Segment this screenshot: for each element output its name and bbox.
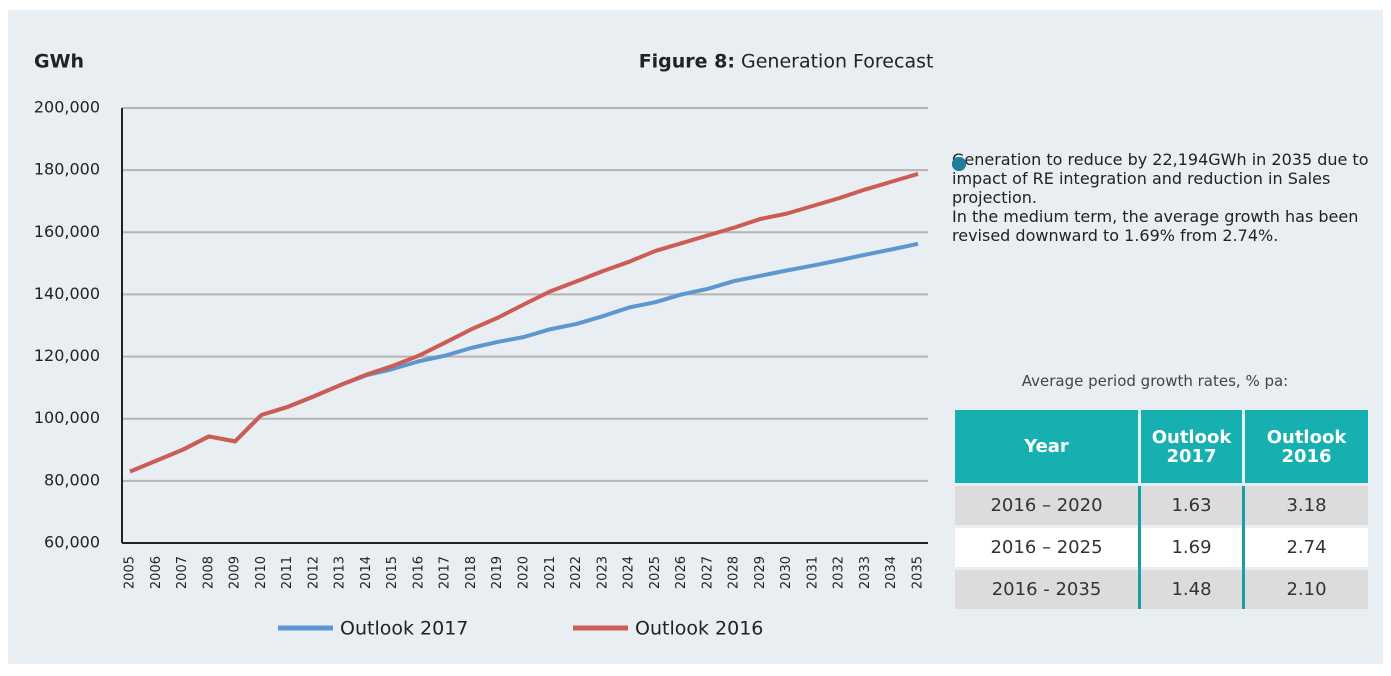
legend-label: Outlook 2016 (635, 618, 763, 640)
x-tick-label: 2026 (674, 556, 689, 589)
chart: GWh Figure 8: Generation Forecast 60,000… (34, 51, 934, 640)
note: Generation to reduce by 22,194GWh in 203… (952, 150, 1369, 207)
header-cell: Outlook 2017 (1138, 410, 1244, 485)
x-tick-label: 2031 (805, 556, 820, 589)
y-tick-label: 180,000 (34, 160, 100, 179)
x-tick-label: 2012 (306, 556, 321, 589)
legend-label: Outlook 2017 (340, 618, 468, 640)
y-tick-label: 60,000 (44, 533, 100, 552)
table-row: 2016 - 2035 1.48 2.10 (955, 567, 1368, 609)
x-tick-label: 2013 (333, 556, 348, 589)
y-tick-label: 160,000 (34, 222, 100, 241)
x-tick-label: 2014 (359, 556, 374, 589)
table-cell: 2016 - 2035 (955, 567, 1140, 609)
table-cell: 3.18 (1242, 483, 1368, 527)
x-tick-label: 2016 (411, 556, 426, 589)
table-row: 2016 – 2025 1.69 2.74 (955, 525, 1368, 569)
x-tick-label: 2007 (175, 556, 190, 589)
table-cell: 1.63 (1138, 483, 1244, 527)
x-tick-label: 2005 (123, 556, 138, 589)
x-tick-label: 2021 (543, 556, 558, 589)
table-cell: 2016 – 2020 (955, 483, 1140, 527)
y-axis-label: GWh (34, 51, 84, 73)
x-tick-label: 2008 (201, 556, 216, 589)
x-tick-label: 2020 (517, 556, 532, 589)
x-tick-label: 2009 (228, 556, 243, 589)
x-tick-label: 2017 (438, 556, 453, 589)
header-cell: Outlook 2016 (1242, 410, 1368, 485)
x-tick-label: 2015 (385, 556, 400, 589)
table-cell: 1.48 (1138, 567, 1244, 609)
table-caption: Average period growth rates, % pa: (1021, 372, 1289, 390)
notes: Generation to reduce by 22,194GWh in 203… (952, 150, 1370, 245)
line-series (129, 171, 919, 474)
x-tick-label: 2024 (622, 556, 637, 589)
note: In the medium term, the average growth h… (952, 157, 1370, 245)
x-tick-label: 2006 (149, 556, 164, 589)
title-prefix: Figure 8: (639, 51, 735, 73)
y-tick-label: 100,000 (34, 408, 100, 427)
y-tick-label: 200,000 (34, 98, 100, 117)
y-tick-label: 120,000 (34, 346, 100, 365)
x-tick-label: 2018 (464, 556, 479, 589)
x-tick-label: 2023 (595, 556, 610, 589)
x-tick-label: 2029 (753, 556, 768, 589)
x-tick-label: 2027 (700, 556, 715, 589)
table-cell: 2016 – 2025 (955, 525, 1140, 569)
y-tick-label: 140,000 (34, 284, 100, 303)
x-tick-label: 2030 (779, 556, 794, 589)
x-tick-label: 2025 (648, 556, 663, 589)
x-tick-label: 2028 (727, 556, 742, 589)
bullet (952, 157, 966, 171)
x-tick-label: 2010 (254, 556, 269, 589)
line-series (129, 241, 919, 474)
x-tick-label: 2034 (884, 556, 899, 589)
table-row: 2016 – 2020 1.63 3.18 (955, 483, 1368, 527)
x-tick-label: 2019 (490, 556, 505, 589)
header-cell: Year (955, 410, 1140, 485)
x-tick-label: 2022 (569, 556, 584, 589)
x-tick-label: 2035 (911, 556, 926, 589)
growth-table: Year Outlook 2017 Outlook 2016 2016 – 2020 1… (955, 410, 1368, 609)
table-cell: 2.74 (1242, 525, 1368, 569)
table-cell: 2.10 (1242, 567, 1368, 609)
table-cell: 1.69 (1138, 525, 1244, 569)
y-tick-label: 80,000 (44, 470, 100, 489)
header-row: Year Outlook 2017 Outlook 2016 (955, 410, 1368, 485)
x-tick-label: 2033 (858, 556, 873, 589)
x-tick-label: 2032 (832, 556, 847, 589)
chart-title: Generation Forecast (741, 51, 933, 73)
x-tick-label: 2011 (280, 556, 295, 589)
